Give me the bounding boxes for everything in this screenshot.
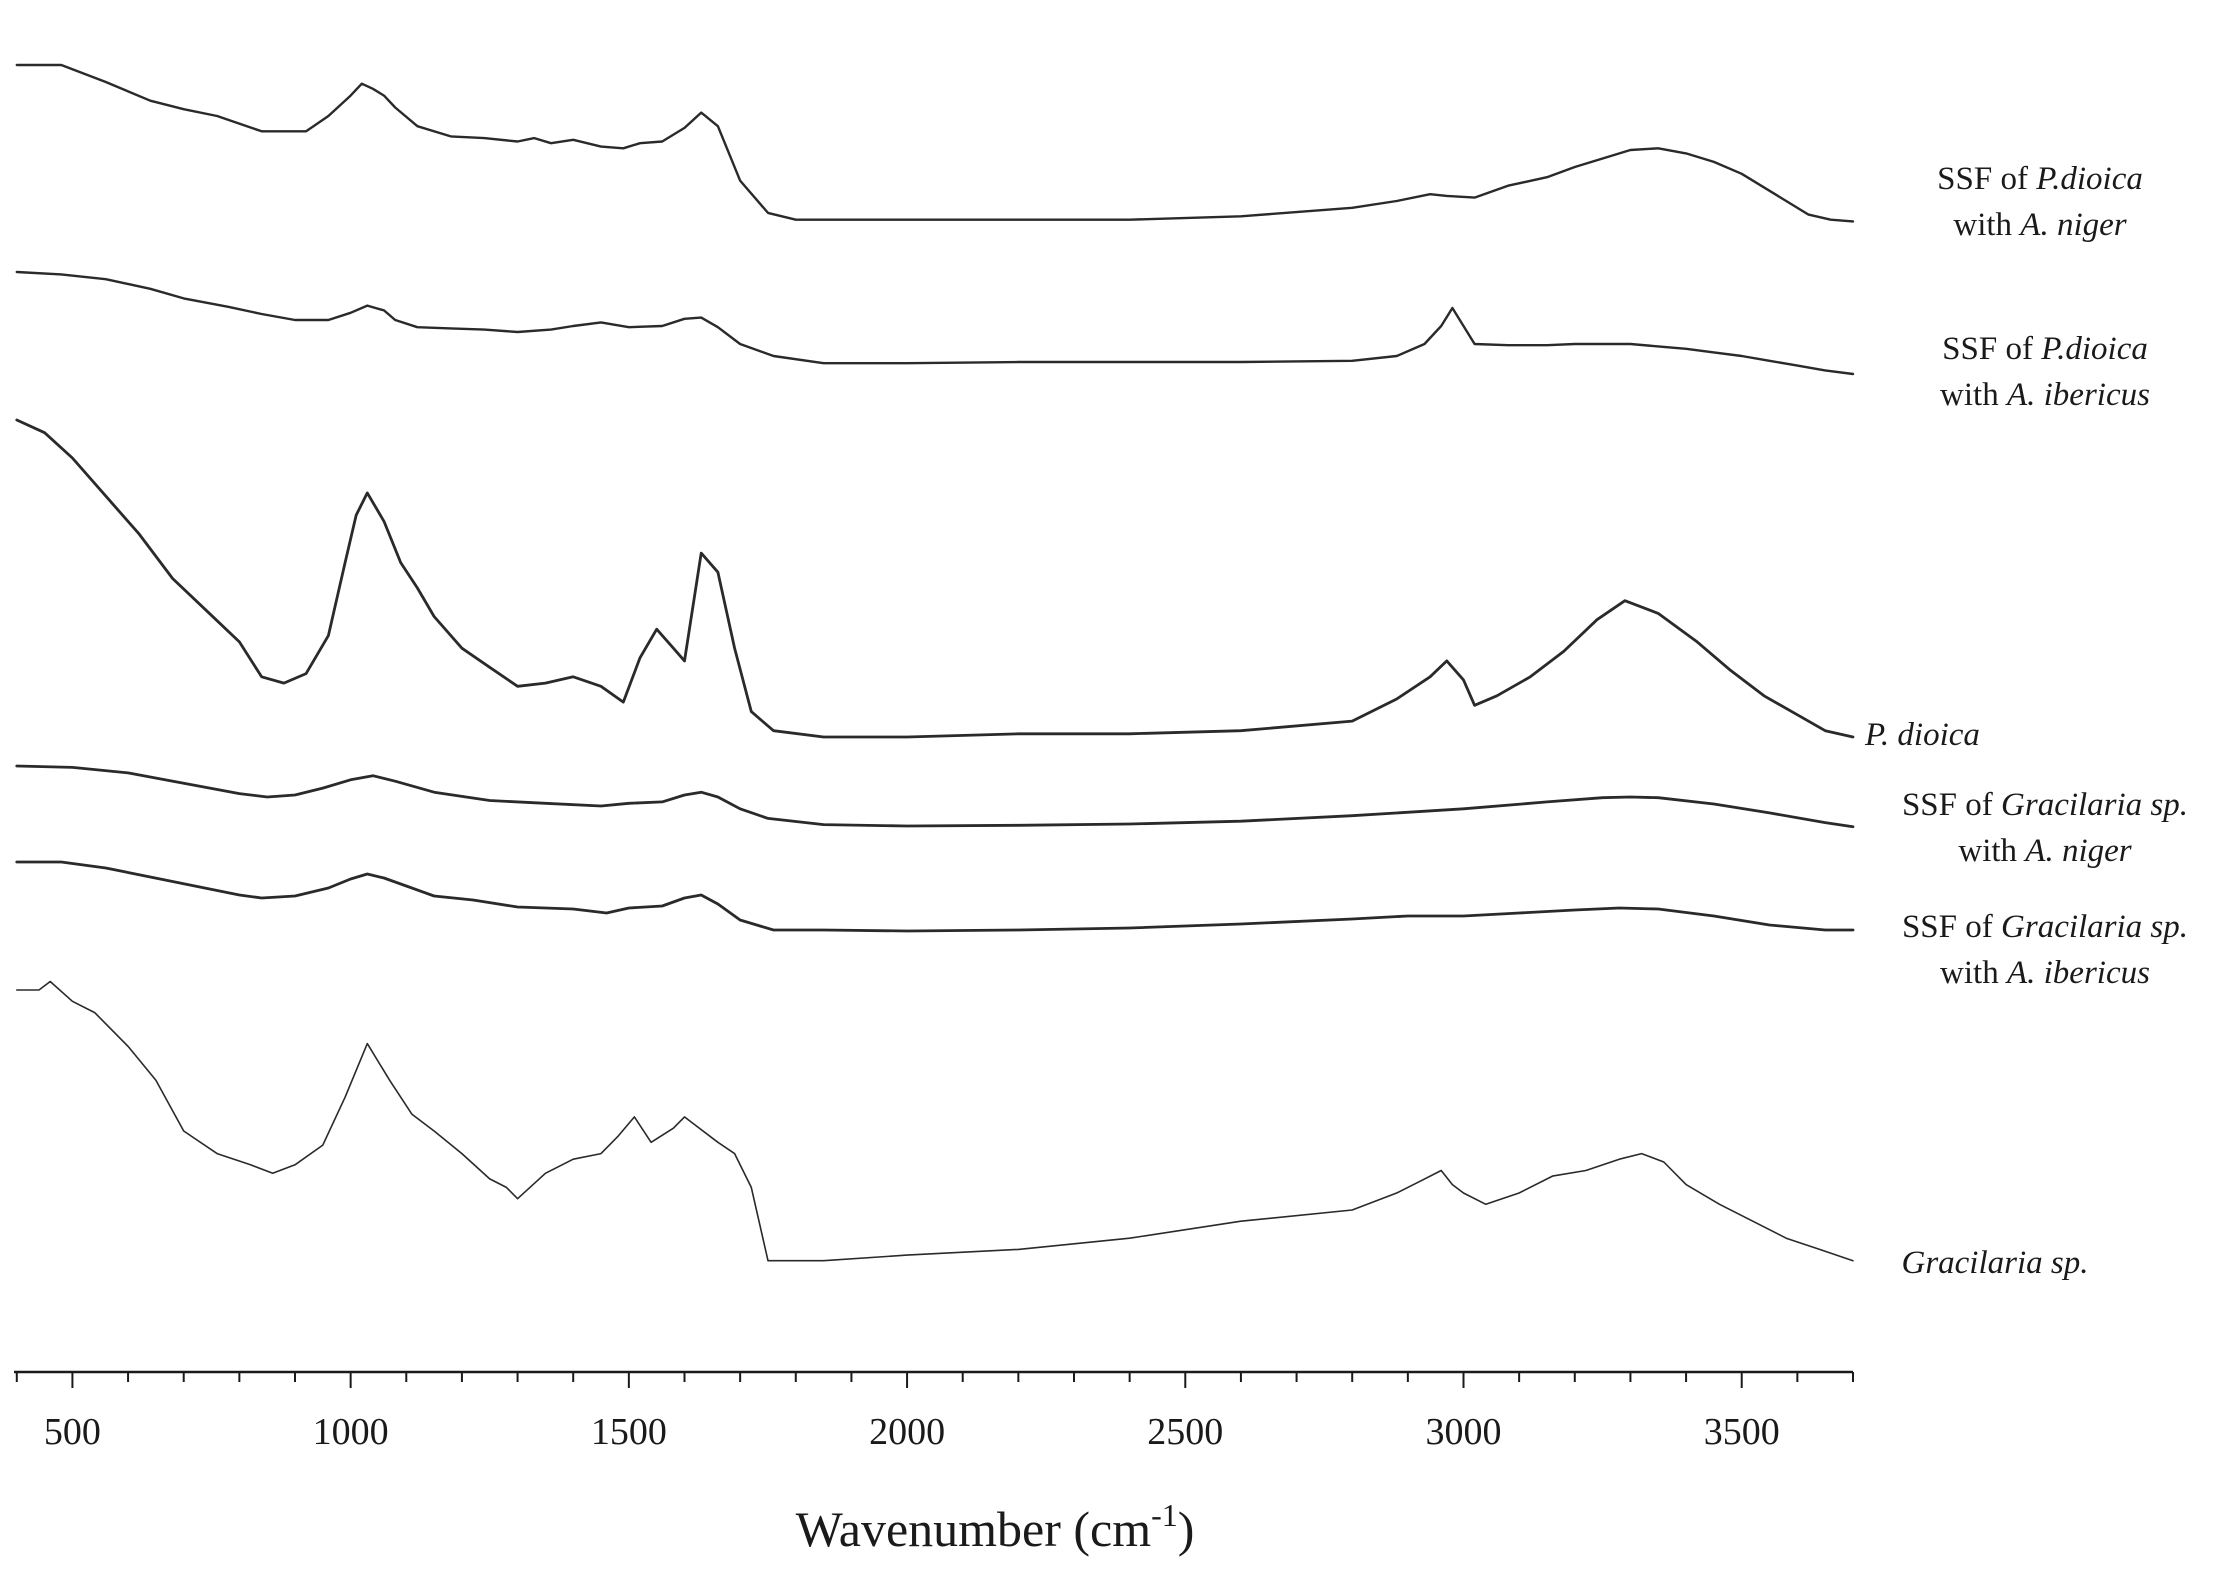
series-label-6-line-1: Gracilaria sp. — [1901, 1245, 2088, 1281]
x-tick-label-1000: 1000 — [313, 1411, 389, 1453]
series-line-3 — [15, 418, 1855, 739]
series-label-4-line-2: with A. niger — [1958, 833, 2131, 869]
series-line-6 — [16, 980, 1854, 1262]
x-tick-label-500: 500 — [44, 1411, 101, 1453]
series-label-3-line-1: P. dioica — [1864, 717, 1980, 753]
series-labels: SSF of P.dioica with A. niger SSF of P.dio… — [1864, 161, 2188, 1281]
series-line-4 — [15, 764, 1855, 829]
x-axis: 500 1000 1500 2000 2500 3000 3500 — [14, 1370, 1854, 1453]
x-tick-label-3500: 3500 — [1704, 1411, 1780, 1453]
x-tick-label-1500: 1500 — [591, 1411, 667, 1453]
series-label-2-line-1: SSF of P.dioica — [1942, 331, 2148, 367]
x-axis-tick-labels: 500 1000 1500 2000 2500 3000 3500 — [44, 1411, 1780, 1453]
x-tick-label-3000: 3000 — [1425, 1411, 1501, 1453]
series-line-5 — [15, 860, 1855, 933]
series-label-5-line-1: SSF of Gracilaria sp. — [1902, 909, 2188, 945]
x-tick-label-2500: 2500 — [1147, 1411, 1223, 1453]
x-tick-label-2000: 2000 — [869, 1411, 945, 1453]
series-line-2 — [15, 270, 1855, 376]
series-label-1-line-2: with A. niger — [1953, 207, 2126, 243]
series-label-2-line-2: with A. ibericus — [1940, 377, 2150, 413]
x-axis-ticks — [15, 1372, 1854, 1388]
x-axis-title: Wavenumber (cm-1) — [796, 1497, 1195, 1557]
series-label-1-line-1: SSF of P.dioica — [1937, 161, 2143, 197]
series-label-4-line-1: SSF of Gracilaria sp. — [1902, 787, 2188, 823]
spectra-traces — [15, 63, 1855, 1262]
series-line-1 — [15, 63, 1855, 223]
series-label-5-line-2: with A. ibericus — [1940, 955, 2150, 991]
